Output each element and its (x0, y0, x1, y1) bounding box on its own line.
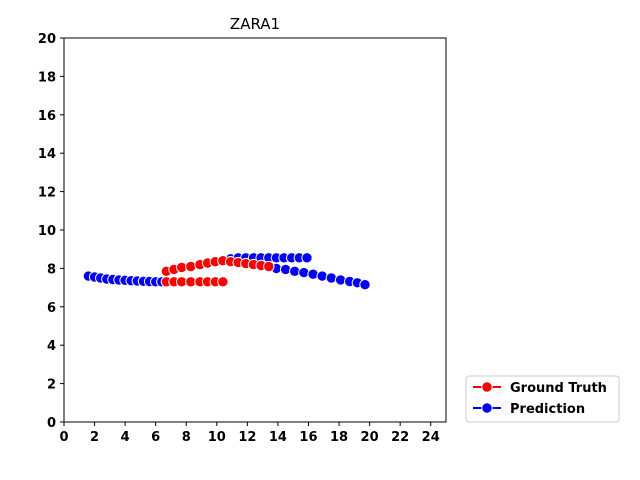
y-tick-label: 10 (38, 224, 56, 239)
y-tick-label: 0 (47, 416, 56, 431)
x-tick-label: 0 (59, 430, 68, 445)
data-point (307, 268, 319, 280)
data-point (325, 272, 338, 284)
y-tick-label: 2 (47, 378, 56, 393)
legend-frame (465, 375, 620, 423)
legend-marker-ground-truth (481, 381, 493, 393)
x-axis: 0 2 4 6 8 10 12 14 16 18 20 22 24 (59, 422, 440, 445)
x-tick-label: 22 (391, 430, 409, 445)
series-prediction-2 (270, 262, 371, 291)
x-tick-label: 18 (330, 430, 348, 445)
x-tick-label: 14 (269, 430, 287, 445)
data-point (289, 265, 301, 277)
x-tick-label: 8 (182, 430, 191, 445)
data-point (316, 270, 328, 282)
legend-label-ground-truth: Ground Truth (510, 381, 607, 396)
y-tick-label: 20 (38, 32, 56, 47)
x-tick-label: 10 (208, 430, 226, 445)
chart-marks (82, 252, 371, 291)
y-tick-label: 8 (47, 262, 56, 277)
legend-marker-prediction (481, 402, 493, 414)
data-point (298, 266, 310, 279)
data-point (217, 276, 229, 288)
series-prediction-0 (82, 270, 168, 288)
y-tick-label: 16 (38, 109, 56, 124)
x-tick-label: 24 (422, 430, 440, 445)
x-tick-label: 2 (90, 430, 99, 445)
y-tick-label: 18 (38, 70, 56, 85)
axes-frame (63, 37, 447, 423)
data-point (279, 263, 292, 276)
x-tick-label: 20 (361, 430, 379, 445)
y-tick-label: 4 (47, 339, 56, 354)
legend-label-prediction: Prediction (510, 402, 585, 417)
data-point (185, 260, 197, 273)
x-tick-label: 12 (238, 430, 256, 445)
data-point (359, 279, 371, 291)
chart-title: ZARA1 (230, 15, 280, 33)
x-tick-label: 4 (121, 430, 130, 445)
x-tick-label: 16 (299, 430, 317, 445)
y-tick-label: 12 (38, 186, 56, 201)
legend: Ground Truth Prediction (465, 375, 620, 423)
series-ground-truth-3 (160, 276, 229, 288)
data-point (263, 260, 275, 273)
data-point (301, 252, 313, 264)
y-axis: 0 2 4 6 8 10 12 14 16 18 20 (38, 32, 64, 431)
y-tick-label: 14 (38, 147, 56, 162)
series-ground-truth-5 (217, 255, 275, 273)
x-tick-label: 6 (151, 430, 160, 445)
y-tick-label: 6 (47, 301, 56, 316)
